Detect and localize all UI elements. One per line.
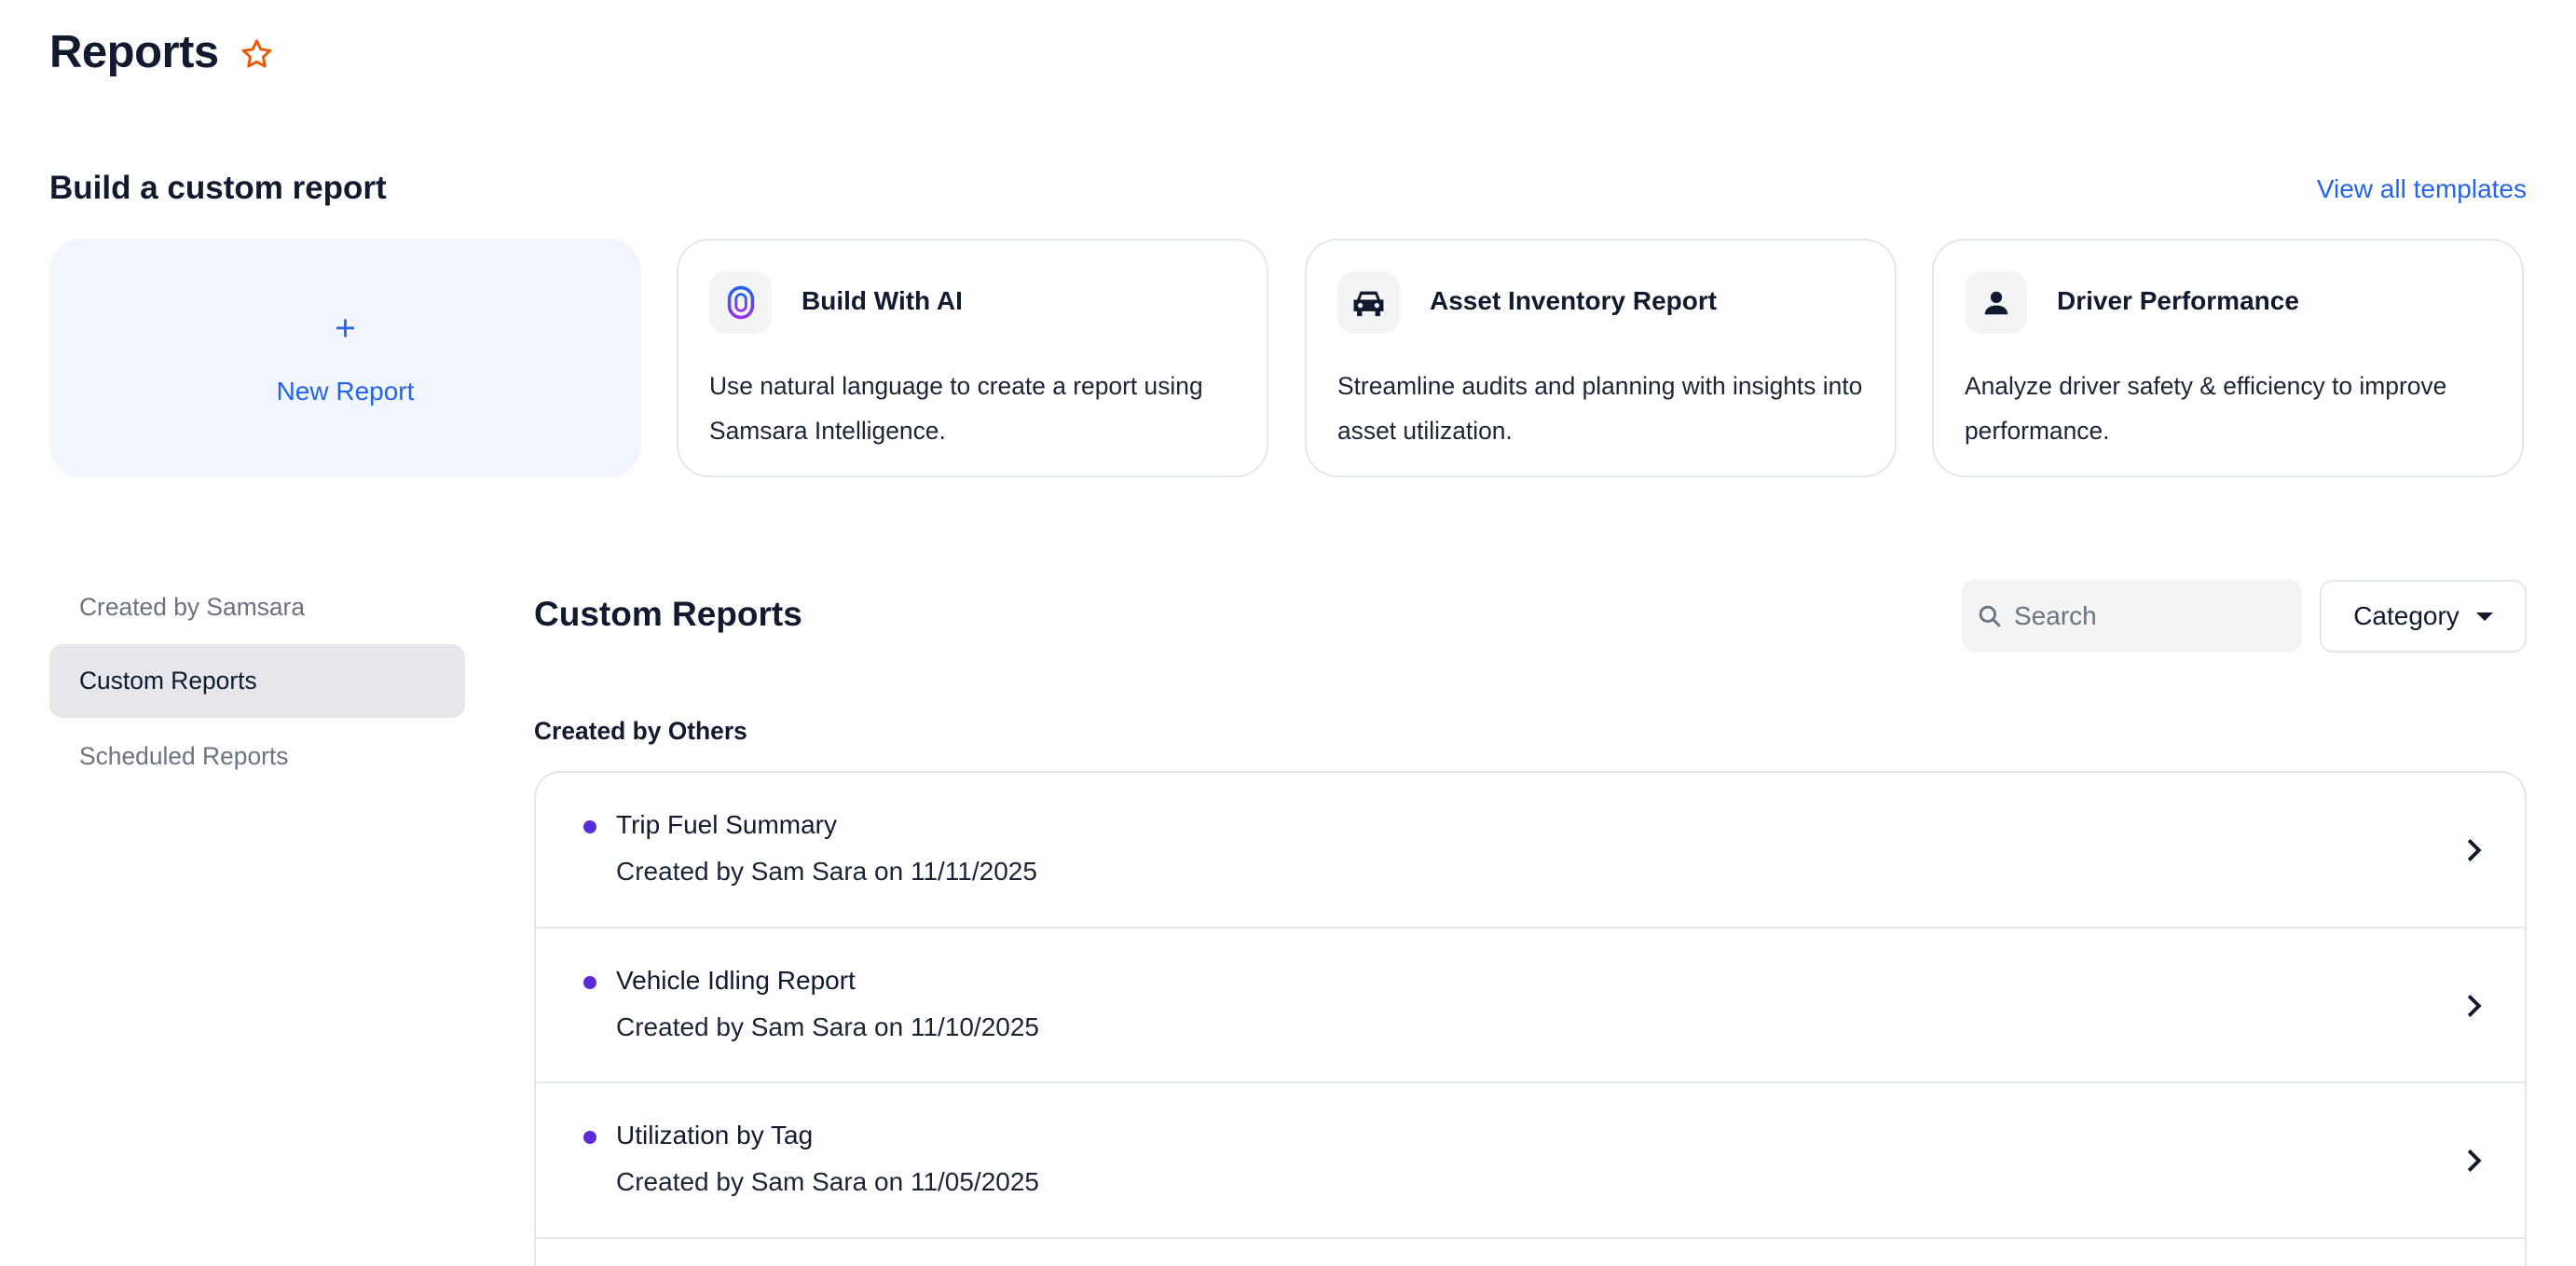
plus-icon: + (335, 308, 356, 349)
car-icon (1337, 271, 1400, 334)
status-dot (583, 820, 596, 833)
report-subtitle: Created by Sam Sara on 11/10/2025 (616, 1011, 1040, 1041)
person-icon (1965, 271, 2027, 334)
view-all-templates-link[interactable]: View all templates (2316, 174, 2527, 203)
chevron-right-icon (2467, 994, 2482, 1017)
star-icon[interactable] (239, 36, 275, 73)
template-card-build-with-ai[interactable]: Build With AI Use natural language to cr… (677, 239, 1268, 477)
report-row-partial[interactable] (536, 1239, 2525, 1266)
template-card-asset-inventory[interactable]: Asset Inventory Report Streamline audits… (1305, 239, 1897, 477)
report-title: Vehicle Idling Report (616, 965, 856, 995)
chevron-right-icon (2467, 1149, 2482, 1173)
sidebar-item-custom-reports[interactable]: Custom Reports (49, 644, 465, 718)
report-subtitle: Created by Sam Sara on 11/11/2025 (616, 857, 1037, 886)
caret-down-icon (2475, 612, 2493, 621)
report-list: Trip Fuel Summary Created by Sam Sara on… (534, 771, 2527, 1266)
template-card-driver-performance[interactable]: Driver Performance Analyze driver safety… (1932, 239, 2524, 477)
status-dot (583, 1131, 596, 1145)
template-title: Asset Inventory Report (1430, 286, 1718, 315)
search-icon (1979, 605, 2001, 627)
report-subtitle: Created by Sam Sara on 11/05/2025 (616, 1167, 1040, 1197)
fingerprint-ai-icon (709, 271, 772, 334)
template-title: Build With AI (802, 286, 963, 315)
category-label: Category (2353, 601, 2460, 630)
template-description: Analyze driver safety & efficiency to im… (1965, 372, 2447, 445)
template-title: Driver Performance (2057, 286, 2299, 315)
search-input[interactable] (2012, 600, 2295, 632)
report-title: Trip Fuel Summary (616, 810, 838, 839)
status-dot (583, 975, 596, 989)
chevron-right-icon (2467, 838, 2482, 862)
build-heading: Build a custom report (49, 170, 387, 206)
page-title: Reports (49, 27, 219, 77)
report-row[interactable]: Trip Fuel Summary Created by Sam Sara on… (536, 773, 2525, 929)
template-description: Streamline audits and planning with insi… (1337, 372, 1863, 445)
report-row[interactable]: Vehicle Idling Report Created by Sam Sar… (536, 929, 2525, 1084)
new-report-label: New Report (276, 376, 415, 406)
category-dropdown[interactable]: Category (2320, 580, 2527, 653)
new-report-card[interactable]: + New Report (49, 239, 641, 477)
section-title: Custom Reports (534, 595, 802, 633)
group-heading: Created by Others (534, 717, 747, 745)
sidebar-item-created-by-samsara[interactable]: Created by Samsara (79, 593, 306, 621)
search-field[interactable] (1962, 580, 2302, 653)
report-row[interactable]: Utilization by Tag Created by Sam Sara o… (536, 1083, 2525, 1239)
sidebar-item-scheduled-reports[interactable]: Scheduled Reports (79, 742, 289, 770)
report-title: Utilization by Tag (616, 1121, 814, 1150)
template-description: Use natural language to create a report … (709, 372, 1203, 445)
